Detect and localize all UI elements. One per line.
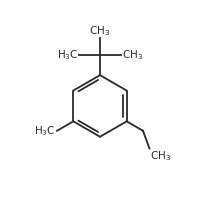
Text: H$_3$C: H$_3$C xyxy=(57,48,78,62)
Text: CH$_3$: CH$_3$ xyxy=(89,24,111,38)
Text: H$_3$C: H$_3$C xyxy=(34,124,56,138)
Text: CH$_3$: CH$_3$ xyxy=(150,149,172,163)
Text: CH$_3$: CH$_3$ xyxy=(122,48,143,62)
